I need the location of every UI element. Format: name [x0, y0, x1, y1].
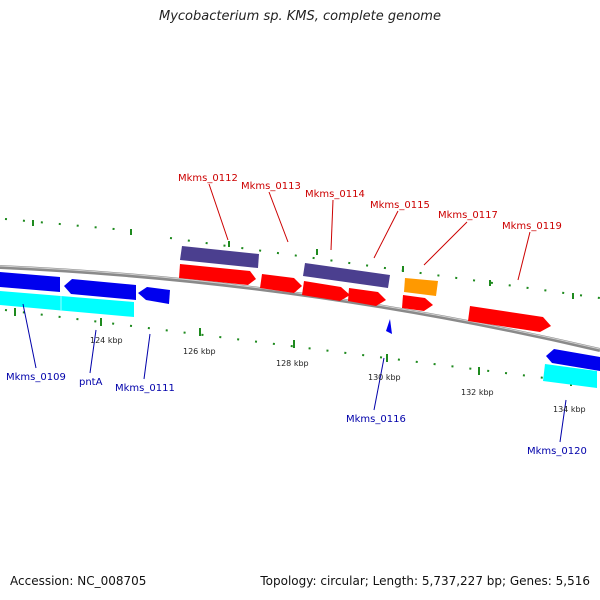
feature-purple-2[interactable] [303, 263, 390, 288]
gene-arrow-mkms-0116[interactable] [386, 319, 392, 334]
major-tick [100, 318, 102, 326]
accession-text: Accession: NC_008705 [10, 574, 147, 588]
gene-arrow-mkms-0109[interactable] [0, 272, 60, 292]
gene-label-mkms-0113[interactable]: Mkms_0113 [241, 181, 301, 192]
feature-orange-0117[interactable] [404, 278, 438, 296]
gene-label-mkms-0115[interactable]: Mkms_0115 [370, 200, 430, 211]
feature-cyan-2[interactable] [543, 364, 597, 388]
bottom-leader-lines [22, 303, 567, 443]
gene-arrow-mkms-0119[interactable] [468, 306, 551, 332]
scale-label-128kbp: 128 kbp [276, 359, 309, 368]
top-leader-lines [208, 183, 531, 281]
major-tick [130, 229, 132, 235]
major-tick [32, 220, 34, 226]
gene-label-mkms-0114[interactable]: Mkms_0114 [305, 189, 365, 200]
gene-label-mkms-0111[interactable]: Mkms_0111 [115, 383, 175, 394]
major-tick [572, 293, 574, 299]
scale-label-132kbp: 132 kbp [461, 388, 494, 397]
major-tick [402, 266, 404, 272]
major-tick [228, 241, 230, 247]
genome-stats-text: Topology: circular; Length: 5,737,227 bp… [260, 574, 590, 588]
major-tick [293, 340, 295, 348]
major-tick [478, 367, 480, 375]
gene-arrow-mkms-0117[interactable] [402, 295, 433, 311]
genome-backbone [0, 265, 600, 352]
gene-arrow-mkms-0114[interactable] [302, 281, 350, 301]
gene-label-mkms-0117[interactable]: Mkms_0117 [438, 210, 498, 221]
scale-label-130kbp: 130 kbp [368, 373, 401, 382]
gene-arrow-pnta[interactable] [64, 279, 136, 300]
gene-arrow-mkms-0120[interactable] [546, 349, 600, 371]
gene-arrow-mkms-0113[interactable] [260, 274, 302, 293]
major-tick [14, 308, 16, 316]
gene-label-mkms-0112[interactable]: Mkms_0112 [178, 173, 238, 184]
major-tick [316, 249, 318, 255]
gene-label-pnta[interactable]: pntA [79, 377, 103, 388]
gene-arrow-mkms-0111[interactable] [138, 287, 170, 304]
major-tick [386, 354, 388, 362]
feature-purple-1[interactable] [180, 246, 259, 268]
gene-arrow-mkms-0112[interactable] [179, 264, 256, 285]
scale-label-126kbp: 126 kbp [183, 347, 216, 356]
gene-label-mkms-0109[interactable]: Mkms_0109 [6, 372, 66, 383]
gene-label-mkms-0119[interactable]: Mkms_0119 [502, 221, 562, 232]
map-title: Mycobacterium sp. KMS, complete genome [159, 9, 441, 24]
feature-cyan-1[interactable] [0, 291, 134, 317]
major-tick [199, 328, 201, 336]
scale-label-134kbp: 134 kbp [553, 405, 586, 414]
scale-label-124kbp: 124 kbp [90, 336, 123, 345]
gene-arrow-mkms-0115[interactable] [348, 288, 386, 306]
gene-label-mkms-0120[interactable]: Mkms_0120 [527, 446, 587, 457]
gene-label-mkms-0116[interactable]: Mkms_0116 [346, 414, 406, 425]
major-tick [489, 280, 491, 286]
upper-tick-track [4, 218, 600, 299]
